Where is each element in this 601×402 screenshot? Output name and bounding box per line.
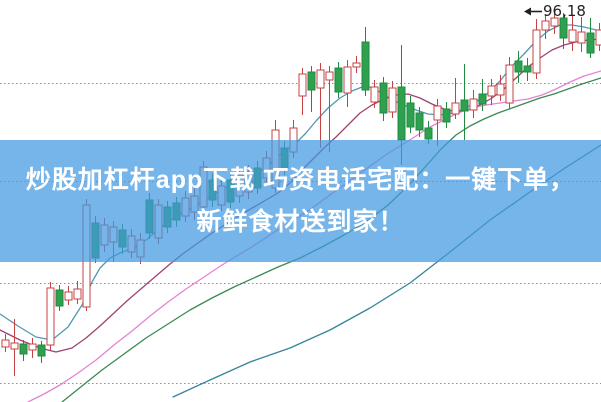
candle xyxy=(298,68,307,115)
candle xyxy=(1,334,10,352)
candle xyxy=(577,17,586,52)
candle xyxy=(460,64,469,140)
candle xyxy=(145,193,154,239)
candle xyxy=(406,96,415,133)
candle xyxy=(595,23,601,51)
candle xyxy=(352,56,361,73)
candle xyxy=(199,161,208,213)
candle xyxy=(361,27,370,96)
candle xyxy=(163,201,172,233)
last-price-label: 96,18 xyxy=(524,2,586,20)
candle xyxy=(478,79,487,111)
candle xyxy=(55,285,64,311)
candle xyxy=(91,216,100,263)
candle xyxy=(289,120,298,158)
candle xyxy=(100,218,109,252)
candle xyxy=(217,179,226,211)
candle xyxy=(19,340,28,361)
candle xyxy=(415,107,424,137)
candle xyxy=(316,63,325,148)
candle xyxy=(244,165,253,199)
candle xyxy=(487,79,496,105)
candle xyxy=(559,13,568,49)
candle xyxy=(334,62,343,98)
candle xyxy=(343,60,352,107)
left-arrow-icon xyxy=(524,6,542,17)
candle xyxy=(280,141,289,175)
candles xyxy=(1,11,601,376)
candle xyxy=(28,338,37,358)
candle xyxy=(523,58,532,81)
candle xyxy=(226,174,235,208)
candle xyxy=(127,229,136,258)
candle xyxy=(370,80,379,108)
candle xyxy=(64,286,73,305)
candle xyxy=(109,221,118,262)
candle xyxy=(262,151,271,185)
candle xyxy=(442,102,451,128)
candle xyxy=(325,66,334,152)
candle xyxy=(118,224,127,254)
candle xyxy=(208,173,217,207)
candle xyxy=(379,77,388,121)
candle xyxy=(190,188,199,220)
candle xyxy=(433,99,442,146)
candle xyxy=(496,75,505,101)
candle xyxy=(586,18,595,58)
candle xyxy=(46,282,55,350)
candle xyxy=(451,78,460,119)
candle xyxy=(181,191,190,222)
candle xyxy=(541,14,550,39)
candle xyxy=(271,120,280,193)
candle xyxy=(514,51,523,83)
candle xyxy=(469,90,478,118)
candle xyxy=(10,319,19,376)
candle xyxy=(235,168,244,203)
candle xyxy=(37,341,46,363)
candle xyxy=(82,199,91,311)
candle xyxy=(505,57,514,109)
candle xyxy=(253,161,262,194)
candle xyxy=(532,19,541,79)
candle xyxy=(136,233,145,264)
candle xyxy=(424,121,433,144)
candle xyxy=(307,66,316,112)
candle xyxy=(388,81,397,118)
candle xyxy=(172,197,181,227)
candle xyxy=(73,281,82,304)
candle xyxy=(568,15,577,51)
candle xyxy=(550,11,559,34)
last-price-value: 96,18 xyxy=(543,2,586,20)
candle xyxy=(154,199,163,244)
